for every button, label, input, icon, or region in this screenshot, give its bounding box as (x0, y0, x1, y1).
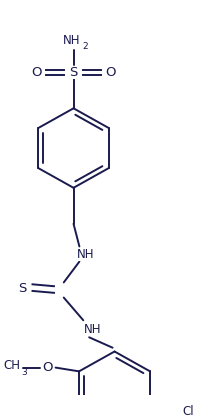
Text: CH: CH (3, 359, 20, 372)
Text: 3: 3 (21, 368, 27, 377)
Text: O: O (105, 66, 116, 79)
Text: S: S (19, 282, 27, 295)
Text: S: S (69, 66, 78, 79)
Text: NH: NH (76, 248, 94, 260)
Text: NH: NH (84, 323, 102, 336)
Text: NH: NH (63, 34, 80, 47)
Text: O: O (31, 66, 42, 79)
Text: 2: 2 (82, 42, 88, 51)
Text: Cl: Cl (182, 405, 194, 416)
Text: O: O (43, 361, 53, 374)
